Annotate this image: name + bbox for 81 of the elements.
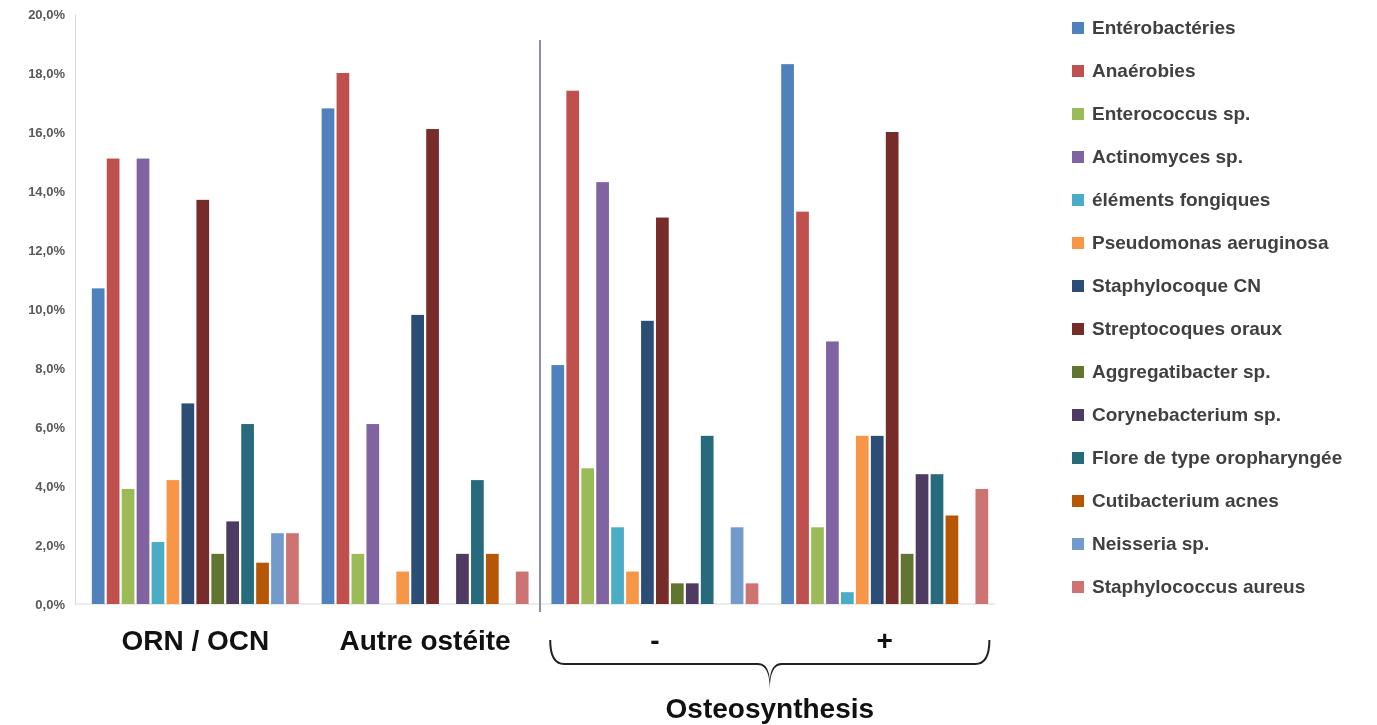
- bar: [870, 435, 884, 604]
- bar: [670, 583, 684, 604]
- bar: [211, 553, 225, 604]
- bar: [271, 533, 284, 604]
- bar: [411, 314, 424, 604]
- bar: [471, 480, 484, 604]
- bar: [396, 571, 410, 604]
- legend-label: Neisseria sp.: [1092, 533, 1210, 554]
- bar: [366, 424, 380, 604]
- legend-label: Streptocoques oraux: [1092, 318, 1283, 339]
- bar: [900, 553, 914, 604]
- y-tick-label: 0,0%: [35, 596, 66, 612]
- legend-label: Entérobactéries: [1092, 17, 1236, 38]
- bar: [975, 488, 989, 604]
- x-tick-label: +: [876, 624, 893, 656]
- bar: [286, 533, 299, 604]
- bar: [656, 217, 669, 604]
- y-tick-label: 12,0%: [28, 242, 66, 258]
- bar: [641, 320, 654, 604]
- bar: [611, 527, 624, 604]
- legend-label: Aggregatibacter sp.: [1092, 361, 1271, 382]
- y-tick-label: 20,0%: [28, 6, 66, 22]
- bar: [256, 562, 269, 604]
- bar: [745, 583, 759, 604]
- bar: [596, 182, 609, 604]
- bar: [781, 64, 794, 604]
- bar: [700, 435, 714, 604]
- legend-label: Staphylococcus aureus: [1092, 576, 1306, 597]
- bar: [196, 199, 210, 604]
- bar: [566, 90, 580, 604]
- legend-label: Cutibacterium acnes: [1092, 490, 1279, 511]
- bar: [91, 288, 105, 604]
- legend-label: Enterococcus sp.: [1092, 103, 1251, 124]
- bar: [166, 480, 180, 604]
- legend-label: Anaérobies: [1092, 60, 1196, 81]
- y-tick-label: 6,0%: [35, 419, 66, 435]
- legend-label: Corynebacterium sp.: [1092, 404, 1281, 425]
- bar: [915, 474, 929, 604]
- bar: [106, 158, 120, 604]
- bar: [811, 527, 824, 604]
- bar: [685, 583, 699, 604]
- y-tick-label: 18,0%: [28, 65, 66, 81]
- bar: [826, 341, 839, 604]
- text: Osteosynthesis: [665, 693, 875, 724]
- bar: [581, 468, 595, 604]
- bar: [885, 132, 899, 604]
- legend-label: Flore de type oropharyngée: [1092, 447, 1343, 468]
- bar: [321, 108, 335, 604]
- bar: [241, 424, 254, 604]
- bar: [181, 403, 195, 604]
- bar: [930, 474, 944, 604]
- bar: [730, 527, 744, 604]
- bar: [515, 571, 529, 604]
- y-tick-label: 14,0%: [28, 183, 66, 199]
- bar: [485, 553, 499, 604]
- bar: [551, 365, 565, 604]
- bar: [841, 592, 854, 604]
- x-tick-label: Autre ostéite: [339, 624, 511, 656]
- bar: [945, 515, 959, 604]
- legend-label: éléments fongiques: [1092, 189, 1271, 210]
- bar: [855, 435, 869, 604]
- y-tick-label: 2,0%: [35, 537, 66, 553]
- y-tick-label: 16,0%: [28, 124, 66, 140]
- y-tick-label: 8,0%: [35, 360, 66, 376]
- x-tick-label: -: [650, 624, 660, 656]
- bar: [426, 129, 439, 604]
- bar: [151, 542, 165, 604]
- bar: [626, 571, 639, 604]
- bar: [796, 211, 809, 604]
- bar: [336, 73, 350, 604]
- bar: [456, 553, 469, 604]
- legend-label: Actinomyces sp.: [1092, 146, 1243, 167]
- legend-label: Staphylocoque CN: [1092, 275, 1261, 296]
- legend-label: Pseudomonas aeruginosa: [1092, 232, 1329, 253]
- bar: [136, 158, 150, 604]
- y-tick-label: 4,0%: [35, 478, 66, 494]
- bar: [226, 521, 239, 604]
- y-tick-label: 10,0%: [28, 301, 66, 317]
- bar: [121, 488, 135, 604]
- bar: [351, 553, 365, 604]
- x-tick-label: ORN / OCN: [121, 624, 270, 656]
